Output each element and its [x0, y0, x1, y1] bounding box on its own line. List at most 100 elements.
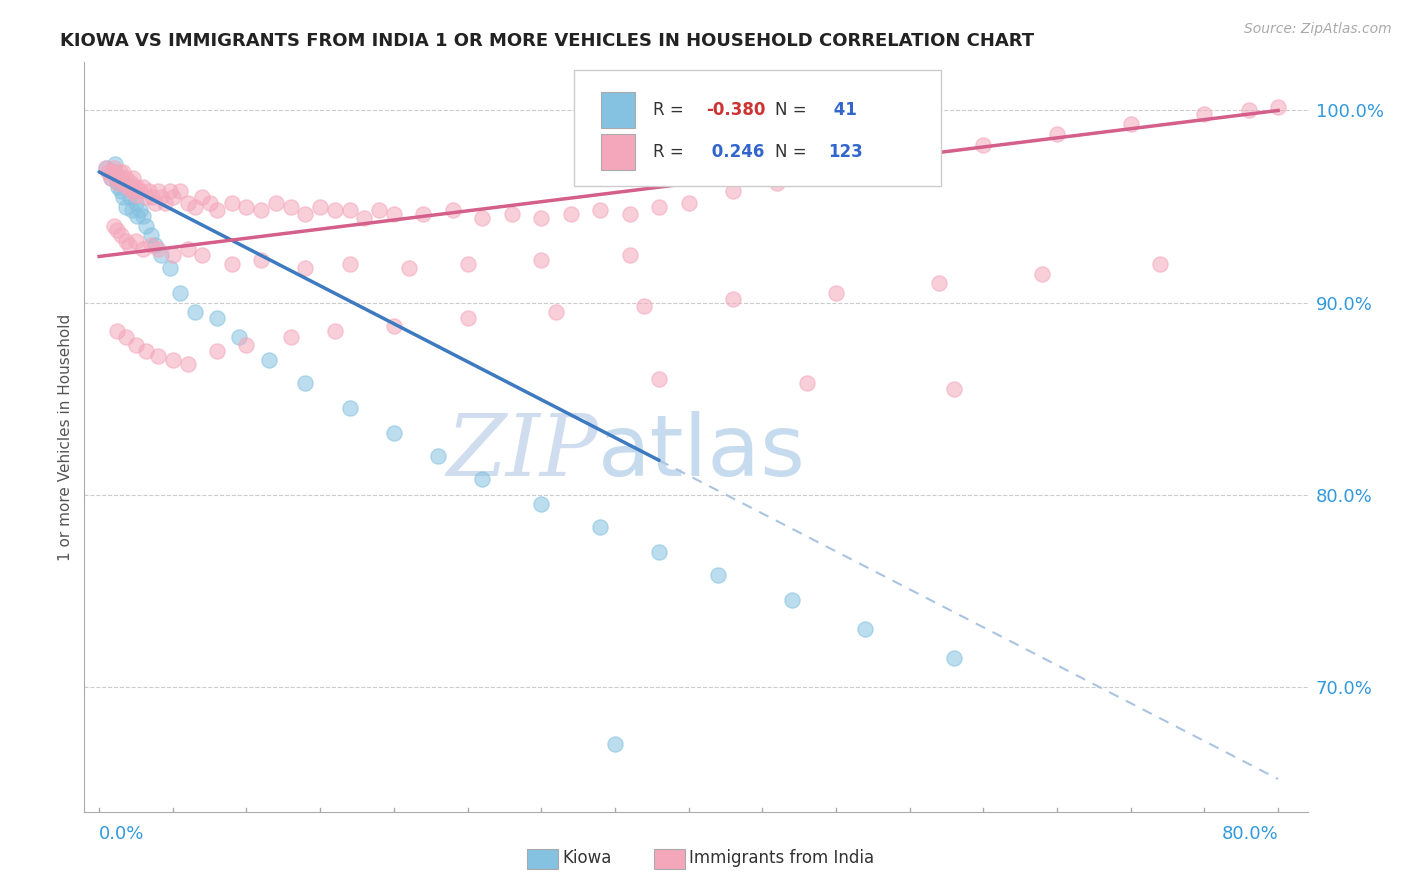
- Text: -0.380: -0.380: [706, 101, 765, 119]
- Point: [633, 300, 655, 314]
- Point: [146, 350, 169, 364]
- Point: [139, 228, 162, 243]
- Point: [132, 209, 155, 223]
- Point: [235, 200, 257, 214]
- Point: [294, 376, 316, 391]
- FancyBboxPatch shape: [600, 134, 636, 169]
- Point: [205, 203, 228, 218]
- Point: [117, 180, 139, 194]
- Point: [309, 200, 332, 214]
- Point: [530, 253, 553, 268]
- Point: [105, 222, 128, 236]
- Point: [162, 247, 184, 261]
- Point: [103, 219, 125, 233]
- Point: [530, 211, 553, 225]
- Point: [114, 234, 136, 248]
- Point: [648, 200, 671, 214]
- Point: [560, 207, 582, 221]
- Point: [129, 203, 152, 218]
- Point: [619, 247, 641, 261]
- Point: [191, 190, 214, 204]
- Point: [382, 426, 405, 441]
- Point: [339, 401, 361, 416]
- Point: [441, 203, 464, 218]
- Point: [112, 177, 135, 191]
- Point: [1046, 127, 1069, 141]
- Point: [103, 165, 125, 179]
- Point: [117, 238, 139, 252]
- Text: Source: ZipAtlas.com: Source: ZipAtlas.com: [1244, 22, 1392, 37]
- Point: [125, 338, 148, 352]
- Point: [104, 165, 127, 179]
- Point: [125, 195, 148, 210]
- Point: [339, 257, 361, 271]
- Point: [146, 184, 169, 198]
- Point: [191, 247, 214, 261]
- Point: [127, 180, 149, 194]
- Point: [184, 200, 207, 214]
- Text: atlas: atlas: [598, 410, 806, 493]
- Text: 41: 41: [828, 101, 856, 119]
- Point: [501, 207, 523, 221]
- Point: [141, 190, 163, 204]
- Text: 0.246: 0.246: [706, 143, 763, 161]
- Point: [942, 382, 965, 396]
- Point: [780, 593, 803, 607]
- Text: Kiowa: Kiowa: [562, 849, 612, 867]
- Point: [589, 203, 612, 218]
- Point: [169, 184, 191, 198]
- Point: [1119, 117, 1142, 131]
- Point: [114, 200, 136, 214]
- Point: [471, 211, 494, 225]
- Point: [105, 175, 128, 189]
- Point: [108, 165, 131, 179]
- Text: 80.0%: 80.0%: [1222, 825, 1278, 843]
- Point: [471, 472, 494, 486]
- Point: [121, 203, 143, 218]
- Point: [110, 170, 132, 185]
- Text: N =: N =: [776, 101, 813, 119]
- Point: [125, 188, 148, 202]
- Point: [132, 242, 155, 256]
- Text: R =: R =: [654, 101, 689, 119]
- Point: [648, 372, 671, 386]
- Point: [107, 180, 129, 194]
- Point: [96, 161, 118, 175]
- FancyBboxPatch shape: [574, 70, 941, 186]
- Point: [176, 195, 198, 210]
- Text: 123: 123: [828, 143, 863, 161]
- Point: [169, 285, 191, 300]
- Point: [796, 376, 818, 391]
- Point: [205, 310, 228, 325]
- Point: [105, 325, 128, 339]
- Point: [323, 325, 346, 339]
- Point: [135, 190, 157, 204]
- Point: [122, 184, 145, 198]
- Point: [115, 180, 138, 194]
- Point: [111, 165, 134, 179]
- Point: [122, 170, 145, 185]
- Point: [221, 195, 243, 210]
- Point: [162, 190, 184, 204]
- Point: [250, 253, 273, 268]
- Point: [339, 203, 361, 218]
- Text: N =: N =: [776, 143, 813, 161]
- Point: [353, 211, 375, 225]
- Point: [150, 190, 173, 204]
- Point: [544, 305, 567, 319]
- Point: [368, 203, 391, 218]
- Point: [678, 195, 700, 210]
- Point: [205, 343, 228, 358]
- Point: [143, 195, 166, 210]
- Point: [825, 285, 848, 300]
- Point: [135, 219, 157, 233]
- Point: [96, 161, 118, 175]
- Point: [132, 180, 155, 194]
- Point: [135, 343, 157, 358]
- Point: [898, 152, 921, 166]
- Point: [100, 170, 122, 185]
- Point: [112, 177, 135, 191]
- Point: [228, 330, 250, 344]
- Point: [184, 305, 207, 319]
- Point: [221, 257, 243, 271]
